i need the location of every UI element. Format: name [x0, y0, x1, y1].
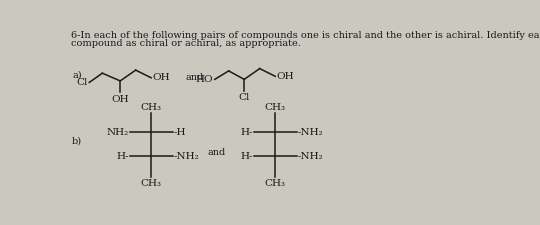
Text: -NH₂: -NH₂: [298, 128, 323, 137]
Text: -H: -H: [174, 128, 186, 137]
Text: OH: OH: [111, 95, 129, 104]
Text: CH₃: CH₃: [141, 103, 161, 112]
Text: OH: OH: [277, 72, 294, 81]
Text: -NH₂: -NH₂: [298, 152, 323, 161]
Text: Cl: Cl: [76, 78, 87, 87]
Text: CH₃: CH₃: [265, 103, 286, 112]
Text: a): a): [72, 71, 82, 80]
Text: H-: H-: [240, 128, 253, 137]
Text: 6-In each of the following pairs of compounds one is chiral and the other is ach: 6-In each of the following pairs of comp…: [71, 31, 540, 40]
Text: and: and: [207, 148, 225, 157]
Text: H-: H-: [116, 152, 129, 161]
Text: OH: OH: [153, 73, 171, 82]
Text: and: and: [185, 72, 204, 81]
Text: NH₂: NH₂: [106, 128, 129, 137]
Text: H-: H-: [240, 152, 253, 161]
Text: CH₃: CH₃: [265, 179, 286, 188]
Text: -NH₂: -NH₂: [174, 152, 199, 161]
Text: CH₃: CH₃: [141, 179, 161, 188]
Text: compound as chiral or achiral, as appropriate.: compound as chiral or achiral, as approp…: [71, 38, 300, 47]
Text: b): b): [72, 136, 82, 145]
Text: Cl: Cl: [239, 93, 250, 102]
Text: HO: HO: [195, 75, 213, 84]
